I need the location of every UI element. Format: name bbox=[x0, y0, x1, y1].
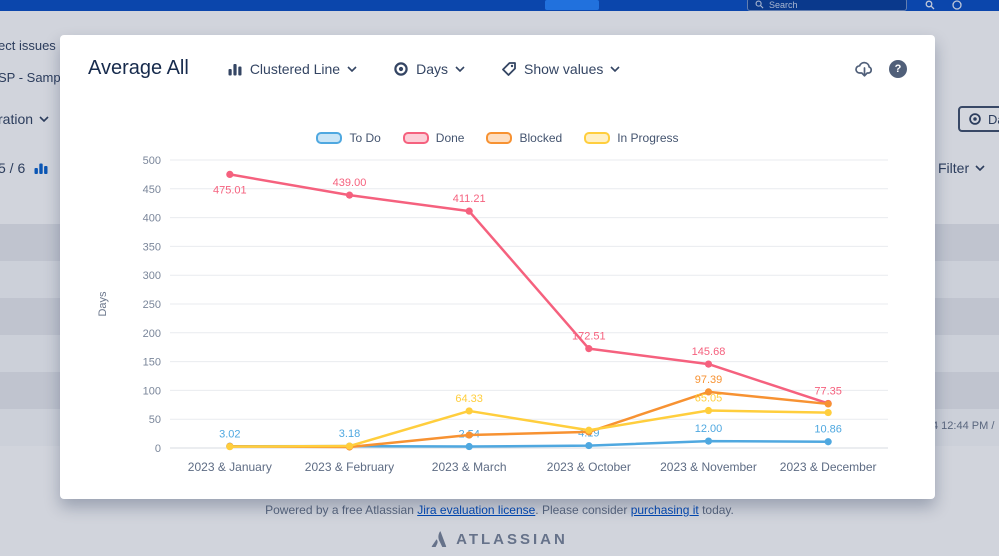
show-values-label: Show values bbox=[524, 60, 604, 77]
svg-text:500: 500 bbox=[143, 155, 161, 167]
chevron-down-icon bbox=[455, 65, 465, 72]
svg-text:3.18: 3.18 bbox=[339, 428, 360, 440]
average-chart: 0 50 100 150 200 250 300 350 400 450 500 2023 & Jan… bbox=[97, 155, 888, 474]
legend-label: Done bbox=[435, 131, 465, 145]
svg-text:2023 & December: 2023 & December bbox=[780, 460, 877, 474]
filter-label: Filter bbox=[938, 160, 970, 176]
target-icon bbox=[969, 113, 981, 125]
legend-item-to-do[interactable]: To Do bbox=[316, 131, 381, 145]
chart-area: 0 50 100 150 200 250 300 350 400 450 500 2023 & Jan… bbox=[90, 148, 900, 488]
svg-text:2023 & October: 2023 & October bbox=[547, 460, 631, 474]
svg-text:Days: Days bbox=[97, 291, 109, 317]
legend-item-in-progress[interactable]: In Progress bbox=[584, 131, 679, 145]
svg-text:250: 250 bbox=[143, 299, 161, 311]
timestamp-fragment: 4 12:44 PM / bbox=[932, 420, 995, 432]
legend-item-done[interactable]: Done bbox=[402, 131, 465, 145]
svg-text:65.05: 65.05 bbox=[695, 393, 723, 405]
chevron-down-icon bbox=[610, 65, 620, 72]
atlassian-mark-icon bbox=[431, 531, 447, 547]
top-navbar: Search bbox=[0, 0, 999, 11]
issue-count-row: 5 / 6 bbox=[0, 160, 49, 176]
modal-header: Average All Clustered Line Days bbox=[88, 57, 907, 80]
target-icon bbox=[394, 61, 408, 76]
legend-swatch bbox=[486, 132, 513, 144]
filter-button[interactable]: Filter bbox=[938, 160, 985, 176]
create-button[interactable] bbox=[545, 0, 599, 10]
issue-count: 5 / 6 bbox=[0, 160, 26, 176]
modal-header-actions: ? bbox=[854, 59, 907, 79]
chevron-down-icon bbox=[347, 65, 357, 72]
legend-label: Blocked bbox=[519, 131, 563, 145]
project-name-fragment: SP - Sampl bbox=[0, 70, 64, 85]
svg-text:2023 & January: 2023 & January bbox=[188, 460, 272, 474]
svg-text:97.39: 97.39 bbox=[695, 374, 723, 386]
unit-dropdown[interactable]: Days bbox=[393, 61, 465, 77]
svg-text:10.86: 10.86 bbox=[814, 424, 842, 436]
footer-text: Powered by a free Atlassian bbox=[265, 503, 418, 517]
svg-text:450: 450 bbox=[143, 184, 161, 196]
svg-text:12.00: 12.00 bbox=[695, 423, 723, 435]
legend-swatch bbox=[584, 132, 611, 144]
svg-text:172.51: 172.51 bbox=[572, 331, 606, 343]
bar-chart-icon[interactable] bbox=[33, 160, 49, 176]
modal-title: Average All bbox=[88, 57, 189, 79]
chart-modal: Average All Clustered Line Days bbox=[60, 35, 935, 499]
svg-text:350: 350 bbox=[143, 241, 161, 253]
date-pill-label: Da bbox=[988, 111, 999, 127]
clustered-line-icon bbox=[228, 63, 242, 75]
atlassian-logo: ATLASSIAN bbox=[0, 531, 999, 548]
svg-text:300: 300 bbox=[143, 270, 161, 282]
footer-text: today. bbox=[698, 503, 734, 517]
svg-text:77.35: 77.35 bbox=[814, 385, 842, 397]
chevron-down-icon bbox=[39, 116, 49, 122]
svg-text:2023 & February: 2023 & February bbox=[305, 460, 394, 474]
unit-label: Days bbox=[416, 60, 448, 77]
svg-text:2023 & March: 2023 & March bbox=[432, 460, 507, 474]
svg-text:3.02: 3.02 bbox=[219, 428, 240, 440]
dropdown-label: ration bbox=[0, 111, 34, 127]
legend-swatch bbox=[316, 132, 343, 144]
legend-item-blocked[interactable]: Blocked bbox=[486, 131, 562, 145]
chart-type-dropdown[interactable]: Clustered Line bbox=[227, 61, 357, 77]
svg-text:200: 200 bbox=[143, 328, 161, 340]
chart-legend: To Do Done Blocked In Progress bbox=[60, 131, 935, 145]
export-cloud-download-icon[interactable] bbox=[854, 59, 875, 79]
chart-type-label: Clustered Line bbox=[249, 60, 341, 77]
svg-text:400: 400 bbox=[143, 213, 161, 225]
svg-text:100: 100 bbox=[143, 385, 161, 397]
help-icon[interactable] bbox=[952, 0, 962, 10]
svg-text:2023 & November: 2023 & November bbox=[660, 460, 757, 474]
svg-text:411.21: 411.21 bbox=[453, 193, 486, 205]
brand-name: ATLASSIAN bbox=[456, 531, 568, 548]
navbar-search-input[interactable]: Search bbox=[747, 0, 907, 11]
footer-text: . Please consider bbox=[535, 503, 631, 517]
legend-label: In Progress bbox=[617, 131, 679, 145]
svg-text:145.68: 145.68 bbox=[692, 346, 726, 358]
configuration-dropdown[interactable]: ration bbox=[0, 111, 49, 127]
search-placeholder: Search bbox=[769, 0, 798, 10]
purchase-link[interactable]: purchasing it bbox=[630, 503, 699, 517]
chevron-down-icon bbox=[975, 165, 985, 171]
svg-text:150: 150 bbox=[143, 357, 161, 369]
legend-swatch bbox=[402, 132, 429, 144]
search-icon bbox=[755, 0, 764, 9]
search-icon[interactable] bbox=[925, 0, 935, 10]
license-link[interactable]: Jira evaluation license bbox=[417, 503, 536, 517]
legend-label: To Do bbox=[349, 131, 381, 145]
license-footer: Powered by a free Atlassian Jira evaluat… bbox=[0, 503, 999, 517]
svg-text:0: 0 bbox=[155, 443, 161, 455]
date-range-button[interactable]: Da bbox=[958, 106, 999, 132]
tag-icon bbox=[502, 61, 516, 76]
svg-text:64.33: 64.33 bbox=[455, 393, 483, 405]
show-values-dropdown[interactable]: Show values bbox=[501, 61, 620, 77]
background-text-fragment: ect issues u bbox=[0, 38, 67, 53]
svg-text:439.00: 439.00 bbox=[333, 177, 367, 189]
svg-text:50: 50 bbox=[149, 414, 161, 426]
svg-text:475.01: 475.01 bbox=[213, 184, 247, 196]
help-icon[interactable]: ? bbox=[889, 59, 907, 78]
